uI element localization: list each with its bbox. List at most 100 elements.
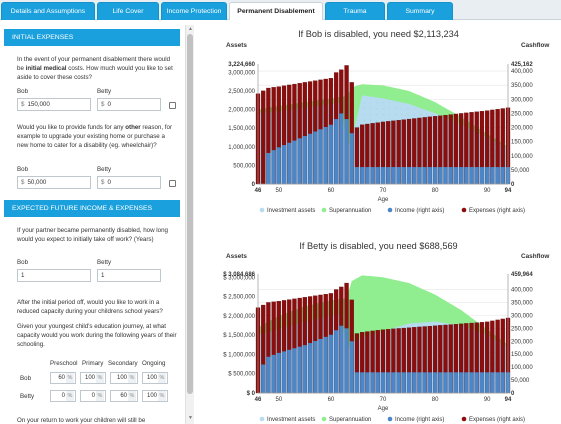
y-right-tick-label: 350,000 [511,83,533,89]
income-bar [339,113,344,184]
scroll-up-icon[interactable]: ▲ [188,26,193,32]
bob-other-input[interactable]: $50,000 [17,176,91,189]
medical-checkbox[interactable] [169,102,176,109]
investment-texture-dot [376,108,378,110]
tab-permanent-disablement[interactable]: Permanent Disablement [229,2,323,21]
investment-texture-dot [395,114,396,116]
bob-primary-input[interactable]: 100% [80,372,106,384]
bob-preschool-input[interactable]: 60% [50,372,76,384]
investment-texture-dot [376,102,378,104]
tab-life-cover[interactable]: Life Cover [97,2,159,20]
scroll-down-icon[interactable]: ▼ [188,415,193,421]
income-bar [292,140,297,184]
betty-years-input[interactable]: 1 [97,269,161,282]
investment-texture-dot [363,114,365,116]
other-checkbox[interactable] [169,180,176,187]
income-bar [276,147,281,184]
investment-texture-dot [382,102,384,104]
bob-years-input[interactable]: 1 [17,269,91,282]
return-to-work-question: On your return to work your children wil… [17,417,146,424]
investment-texture-dot [370,120,371,122]
investment-texture-dot [382,120,384,122]
income-bar [422,167,427,184]
income-bar [292,348,297,393]
bob-medical-input[interactable]: $150,000 [17,98,91,111]
income-bar [490,372,495,393]
y-right-tick-label: 150,000 [511,140,533,146]
y-left-tick-label: $ 2,500,000 [223,295,255,301]
betty-other-input[interactable]: $0 [97,176,161,189]
income-bar [495,167,500,184]
income-bar [318,129,323,184]
legend-label: Income (right axis) [395,417,444,423]
initial-expenses-header: INITIAL EXPENSES [4,29,180,46]
chart-title-bob: If Bob is disabled, you need $2,113,234 [298,29,459,39]
investment-texture-dot [395,108,396,110]
income-bar [287,142,292,184]
reduced-capacity-question: After the initial period off, would you … [17,299,163,315]
x-axis-label: Age [378,406,389,412]
income-bar [266,152,271,184]
x-tick-label: 50 [275,397,282,403]
future-income-header: EXPECTED FUTURE INCOME & EXPENSES [4,200,180,217]
investment-texture-dot [376,120,378,122]
betty-secondary-input[interactable]: 60% [110,390,138,402]
assets-axis-title: Assets [226,253,247,260]
legend-label: Income (right axis) [395,208,444,214]
investment-texture-dot [376,114,378,116]
betty-disabled-chart: $ 0 $ 500,000 $ 1,000,000 $ 1,500,000 $ 2,00… [223,272,533,423]
income-bar [370,167,375,184]
betty-preschool-input[interactable]: 0% [50,390,76,402]
y-right-tick-label: 459,964 [511,272,533,278]
row-betty-label: Betty [20,393,35,400]
income-bar [479,372,484,393]
income-bar [328,334,333,393]
income-bar [354,372,359,393]
income-bar [412,372,417,393]
betty-primary-input[interactable]: 0% [80,390,106,402]
y-left-tick-label: 3,224,660 [228,62,255,68]
betty-label: Betty [97,88,112,95]
y-right-tick-label: 250,000 [511,111,533,117]
bob-secondary-input[interactable]: 100% [110,372,138,384]
income-bar [318,338,323,393]
income-bar [474,167,479,184]
tab-income-protection[interactable]: Income Protection [161,2,227,20]
x-tick-label: 70 [380,397,387,403]
y-left-tick-label: $ 2,000,000 [223,314,255,320]
income-bar [485,372,490,393]
betty-medical-input[interactable]: $0 [97,98,161,111]
income-bar [417,167,422,184]
income-bar [433,372,438,393]
income-bar [381,167,385,184]
income-bar [375,167,380,184]
tab-details-and-assumptions[interactable]: Details and Assumptions [1,2,95,20]
y-left-tick-label: $ 3,000,000 [223,275,255,281]
x-tick-label: 70 [380,188,387,194]
bob-label: Bob [17,166,29,173]
income-bar [339,325,344,393]
income-bar [427,167,432,184]
investment-texture-dot [432,114,434,116]
tab-summary[interactable]: Summary [387,2,453,20]
scrollbar-thumb[interactable] [187,34,193,394]
income-bar [328,124,333,184]
y-right-tick-label: 0 [511,391,515,397]
legend-marker [259,416,265,422]
y-right-tick-label: 100,000 [511,154,533,160]
income-bar [417,372,422,393]
income-bar [344,119,349,184]
legend-marker [387,416,393,422]
income-bar [287,349,292,393]
investment-texture-dot [388,108,390,110]
y-left-tick-label: 3,000,000 [228,70,255,76]
betty-ongoing-input[interactable]: 100% [142,390,168,402]
legend-label: Investment assets [267,208,315,214]
col-ongoing: Ongoing [142,360,166,367]
income-bar [334,330,339,393]
y-right-tick-label: 300,000 [511,97,533,103]
bob-ongoing-input[interactable]: 100% [142,372,168,384]
income-bar [308,343,313,393]
left-panel-scrollbar[interactable]: ▲ ▼ [185,25,194,424]
tab-trauma[interactable]: Trauma [325,2,385,20]
